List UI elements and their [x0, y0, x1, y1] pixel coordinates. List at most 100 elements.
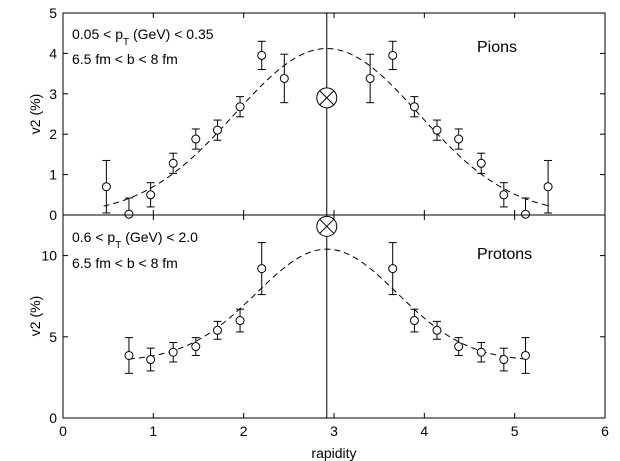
- pions-data-point: [279, 53, 289, 104]
- pions-point-marker: [212, 125, 222, 135]
- pions-y-tick-label: 0: [49, 207, 57, 223]
- protons-data-point: [168, 341, 178, 363]
- protons-point-marker: [235, 316, 245, 326]
- protons-x-tick-label: 6: [601, 423, 609, 439]
- protons-x-tick-label: 5: [511, 423, 519, 439]
- pions-data-point: [499, 182, 509, 208]
- pions-point-marker: [191, 134, 201, 144]
- protons-point-marker: [124, 350, 134, 360]
- pions-point-marker: [101, 182, 111, 192]
- pions-point-marker: [476, 158, 486, 168]
- protons-y-axis-title: v2 (%): [27, 296, 43, 336]
- protons-data-point: [124, 337, 134, 374]
- pions-data-point: [235, 96, 245, 118]
- pions-pt-range: 0.05 < pT (GeV) < 0.35: [72, 26, 214, 48]
- pions-data-point: [409, 96, 419, 118]
- protons-x-tick-label: 2: [240, 423, 248, 439]
- pions-data-point: [191, 128, 201, 150]
- protons-point-marker: [521, 350, 531, 360]
- pions-y-tick-label: 4: [49, 45, 57, 61]
- protons-point-marker: [168, 347, 178, 357]
- pions-point-marker: [168, 158, 178, 168]
- protons-x-tick-label: 0: [59, 423, 67, 439]
- protons-otimes-marker: [316, 215, 338, 237]
- protons-point-marker: [191, 342, 201, 352]
- protons-data-point: [235, 308, 245, 333]
- protons-otimes-stroke: [319, 218, 335, 234]
- protons-x-tick-label: 4: [420, 423, 428, 439]
- pions-point-marker: [454, 134, 464, 144]
- pions-point-marker: [365, 73, 375, 83]
- pions-data-point: [454, 128, 464, 150]
- protons-data-point: [476, 341, 486, 363]
- pions-y-axis-title: v2 (%): [27, 94, 43, 134]
- pions-point-marker: [146, 190, 156, 200]
- pions-y-tick-label: 5: [49, 5, 57, 21]
- pions-panel: 0 1 2 3 4 5 0.05 < pT (GeV) < 0.35 6.5 fm < b…: [27, 5, 606, 223]
- protons-data-marks: [124, 215, 531, 418]
- protons-data-point: [521, 337, 531, 374]
- protons-point-marker: [212, 325, 222, 335]
- protons-x-tick-label: 1: [149, 423, 157, 439]
- protons-y-tick-label: 0: [49, 410, 57, 426]
- pions-fit-curve: [103, 48, 551, 207]
- protons-point-marker: [146, 355, 156, 365]
- pions-point-marker: [257, 50, 267, 60]
- protons-impact-parameter: 6.5 fm < b < 8 fm: [72, 255, 178, 271]
- pions-point-marker: [388, 50, 398, 60]
- pions-point-marker: [543, 182, 553, 192]
- pions-axis-ticks: 0 1 2 3 4 5: [49, 5, 606, 223]
- pions-data-point: [212, 119, 222, 141]
- pions-data-point: [168, 152, 178, 174]
- protons-data-point: [388, 242, 398, 296]
- protons-data-point: [212, 320, 222, 340]
- protons-x-tick-label: 3: [330, 423, 338, 439]
- pions-data-point: [388, 40, 398, 71]
- protons-point-marker: [454, 342, 464, 352]
- protons-point-marker: [476, 347, 486, 357]
- protons-data-point: [499, 347, 509, 372]
- protons-point-marker: [257, 264, 267, 274]
- pions-data-point: [543, 159, 553, 214]
- protons-fit-curve: [128, 248, 526, 360]
- protons-y-tick-label: 10: [41, 248, 57, 264]
- protons-data-point: [432, 320, 442, 340]
- pions-point-marker: [409, 102, 419, 112]
- protons-y-tick-label: 5: [49, 329, 57, 345]
- protons-point-marker: [409, 316, 419, 326]
- protons-panel: 0 1 2 3 4 5 6 0 5 10 0.6 < pT (GeV) < 2.0 6.5 fm …: [27, 214, 609, 461]
- pions-data-point: [432, 119, 442, 141]
- pions-y-tick-label: 2: [49, 126, 57, 142]
- pions-label: Pions: [477, 39, 517, 56]
- pions-y-tick-label: 1: [49, 167, 57, 183]
- protons-point-marker: [432, 325, 442, 335]
- pions-data-point: [146, 182, 156, 208]
- pions-y-tick-label: 3: [49, 86, 57, 102]
- protons-axis-ticks: 0 1 2 3 4 5 6 0 5 10: [41, 215, 609, 439]
- protons-data-point: [191, 337, 201, 356]
- x-axis-title: rapidity: [311, 445, 356, 461]
- pions-otimes-marker: [316, 87, 338, 109]
- pions-data-point: [101, 159, 111, 214]
- pions-point-marker: [499, 190, 509, 200]
- protons-data-point: [454, 337, 464, 356]
- protons-pt-range: 0.6 < pT (GeV) < 2.0: [72, 229, 198, 251]
- pions-point-marker: [432, 125, 442, 135]
- pions-data-point: [476, 152, 486, 174]
- pions-data-point: [365, 53, 375, 104]
- protons-data-point: [409, 308, 419, 333]
- protons-data-point: [257, 242, 267, 296]
- pions-data-point: [257, 40, 267, 71]
- protons-data-point: [146, 347, 156, 372]
- pions-plot-frame: [62, 12, 606, 216]
- protons-point-marker: [499, 355, 509, 365]
- pions-data-marks: [101, 13, 553, 219]
- protons-point-marker: [388, 264, 398, 274]
- pions-point-marker: [521, 209, 531, 219]
- pions-point-marker: [124, 209, 134, 219]
- protons-label: Protons: [477, 246, 532, 263]
- pions-otimes-stroke: [319, 90, 335, 106]
- pions-impact-parameter: 6.5 fm < b < 8 fm: [72, 51, 178, 67]
- pions-point-marker: [235, 102, 245, 112]
